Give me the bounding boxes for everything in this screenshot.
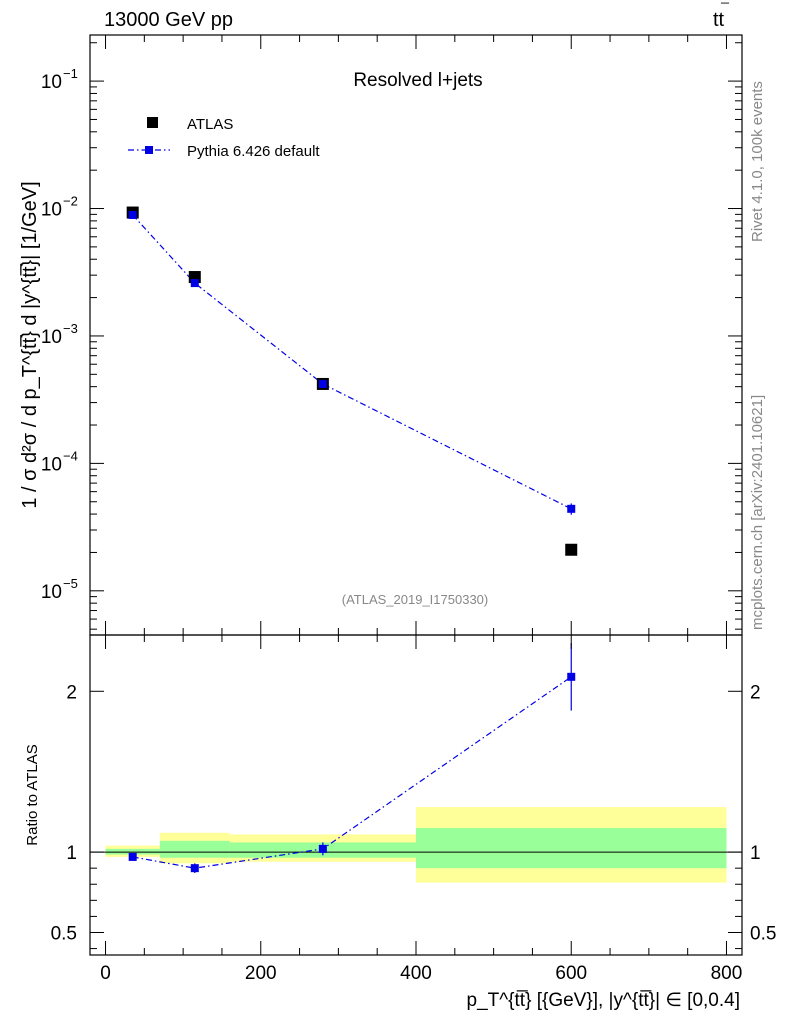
rivet-version-label: Rivet 4.1.0, 100k events (749, 81, 766, 242)
ratio-xlabel: p_T^{tt̅} [{GeV}], |y^{tt̅}| ∈ [0,0.4] (467, 990, 740, 1011)
ratio-xtick-label: 400 (400, 963, 432, 984)
atlas-point (565, 543, 578, 556)
pythia-line (132, 214, 572, 510)
ratio-pythia-point (128, 852, 137, 861)
main-ytick-exponent: −2 (63, 194, 78, 209)
ratio-ytick-label-left: 2 (66, 682, 77, 703)
main-title: Resolved l+jets (353, 70, 482, 91)
main-ytick-label: 10 (41, 582, 62, 603)
main-ytick-label: 10 (41, 327, 62, 348)
ratio-ytick-label-right: 2 (750, 682, 761, 703)
legend: ATLAS Pythia 6.426 default (128, 116, 320, 160)
main-ytick-exponent: −5 (63, 576, 78, 591)
analysis-watermark: (ATLAS_2019_I1750330) (342, 592, 488, 607)
main-ytick-exponent: −3 (63, 321, 78, 336)
ratio-xtick-label: 0 (100, 963, 111, 984)
ratio-frame (89, 634, 743, 956)
ratio-ytick-label-right: 0.5 (750, 923, 776, 944)
main-ytick-label: 10 (41, 200, 62, 221)
ratio-band-green (159, 840, 230, 858)
header-process-text: tt (713, 9, 725, 31)
ratio-pythia-point (567, 672, 576, 681)
ratio-pythia-point (190, 864, 199, 873)
ratio-panel: 0.5 0.5 1 1 2 2 0 200 400 600 800 Ratio to ATLAS p… (24, 634, 776, 1011)
legend-pythia-label: Pythia 6.426 default (187, 143, 320, 160)
ratio-ytick-label-right: 1 (750, 843, 761, 864)
pythia-point (567, 504, 576, 513)
main-ytick-exponent: −4 (63, 448, 78, 463)
header-process-bar: ̅ (720, 2, 730, 3)
ratio-xtick-label: 200 (245, 963, 277, 984)
header-process-label: tt ̅ (713, 2, 730, 31)
ratio-ytick-label-left: 1 (66, 843, 77, 864)
ratio-xtick-label: 600 (555, 963, 587, 984)
ratio-xtick-label: 800 (711, 963, 743, 984)
legend-atlas-label: ATLAS (187, 116, 233, 133)
main-ytick-label: 10 (41, 454, 62, 475)
ratio-band-green (416, 827, 727, 869)
main-ytick-label: 10 (41, 72, 62, 93)
main-ytick-exponent: −1 (63, 66, 78, 81)
ratio-ylabel: Ratio to ATLAS (24, 744, 41, 845)
main-panel: 10−110−210−310−410−5 Resolved l+jets (AT… (19, 34, 743, 636)
header-energy-label: 13000 GeV pp (104, 9, 233, 31)
mcplots-label: mcplots.cern.ch [arXiv:2401.10621] (749, 395, 766, 630)
pythia-point (190, 279, 199, 288)
main-ylabel: 1 / σ d²σ / d p_T^{tt̅} d |y^{tt̅}| [1/G… (19, 181, 41, 508)
ratio-ytick-label-left: 0.5 (51, 923, 77, 944)
ratio-pythia-point (318, 844, 327, 853)
legend-pythia-marker (145, 146, 153, 154)
legend-atlas-marker (147, 117, 158, 128)
ratio-pythia-line (132, 676, 572, 869)
pythia-point (318, 379, 327, 388)
main-ylabel-text: 1 / σ d²σ / d p_T^{tt̅} d |y^{tt̅}| [1/G… (19, 181, 41, 508)
pythia-point (128, 210, 137, 219)
